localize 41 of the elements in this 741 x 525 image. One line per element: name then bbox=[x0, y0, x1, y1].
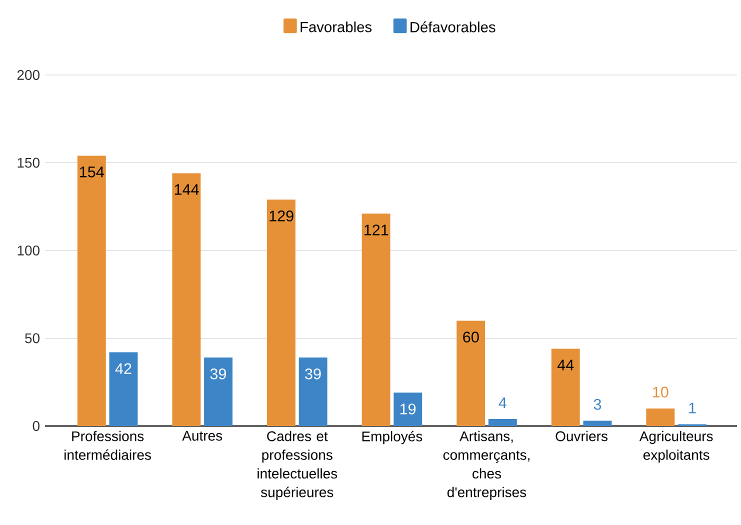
bar bbox=[77, 156, 106, 426]
bar bbox=[551, 348, 580, 426]
data-label: 39 bbox=[210, 368, 226, 380]
data-label: 154 bbox=[80, 166, 104, 178]
y-tick-label: 50 bbox=[25, 333, 40, 344]
bar bbox=[109, 352, 138, 426]
y-tick-label: 0 bbox=[32, 421, 40, 431]
data-label: 60 bbox=[463, 332, 479, 342]
x-tick-label: Autres bbox=[182, 430, 222, 441]
y-tick-label: 200 bbox=[17, 70, 40, 80]
bar bbox=[488, 418, 517, 426]
legend-label: Favorables bbox=[300, 21, 372, 32]
bar bbox=[298, 358, 328, 426]
data-label: 121 bbox=[364, 224, 388, 236]
data-label: 10 bbox=[653, 386, 668, 398]
x-tick-label: Employés bbox=[362, 430, 422, 444]
data-label: 129 bbox=[270, 210, 294, 222]
x-tick-label: Artisans, commerçants, ches d'entreprises bbox=[443, 430, 530, 500]
data-label: 144 bbox=[174, 184, 199, 195]
x-tick-label: Professions intermédiaires bbox=[64, 430, 151, 460]
x-tick-label: Cadres et professions intelectuelles supérieures bbox=[258, 430, 338, 500]
y-tick-label: 100 bbox=[18, 246, 40, 256]
legend-label: Défavorables bbox=[410, 21, 496, 32]
data-label: 1 bbox=[689, 402, 696, 414]
bar bbox=[394, 392, 422, 426]
bar bbox=[267, 200, 296, 426]
y-tick-label: 150 bbox=[18, 158, 40, 168]
data-label: 4 bbox=[498, 398, 506, 408]
data-label: 39 bbox=[305, 368, 321, 380]
data-label: 19 bbox=[400, 404, 416, 414]
x-tick-label: Agriculteurs exploitants bbox=[639, 430, 713, 463]
bar bbox=[204, 358, 233, 426]
data-label: 44 bbox=[557, 360, 574, 370]
bar bbox=[456, 320, 486, 426]
bar bbox=[583, 420, 612, 426]
bar bbox=[646, 408, 675, 426]
bar bbox=[362, 214, 390, 426]
data-label: 42 bbox=[115, 363, 132, 374]
data-label: 3 bbox=[594, 398, 602, 410]
bar bbox=[172, 173, 201, 426]
x-tick-label: Ouvriers bbox=[556, 430, 608, 442]
